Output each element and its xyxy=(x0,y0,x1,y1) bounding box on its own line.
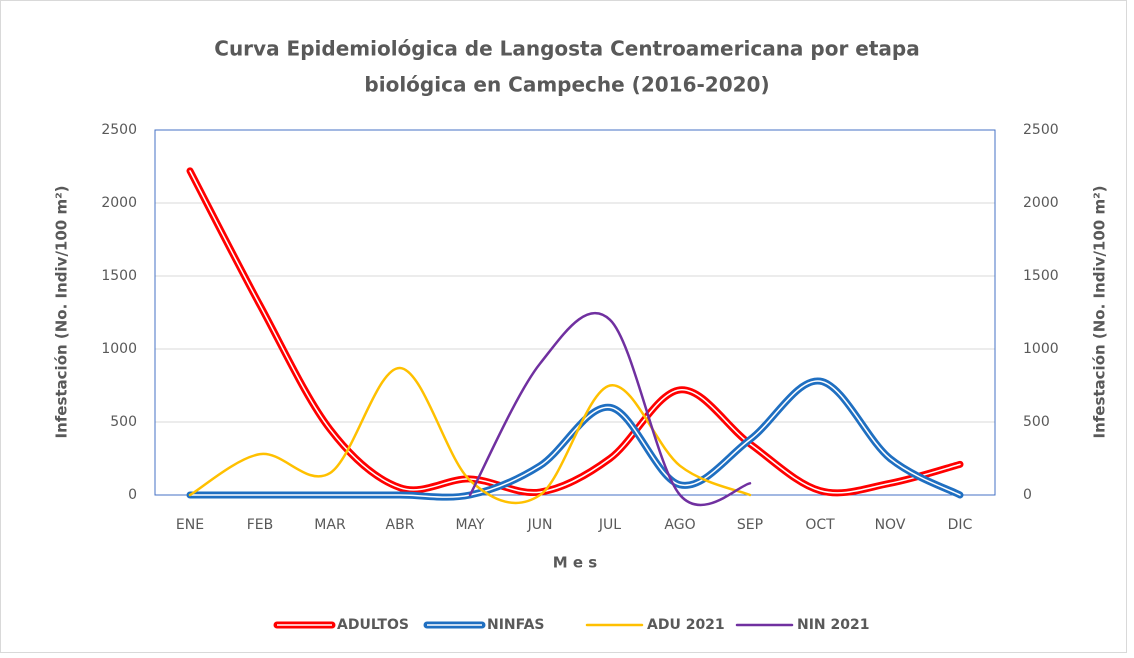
y2-tick-label: 1500 xyxy=(1023,268,1059,284)
x-tick-label: NOV xyxy=(875,517,906,533)
y-tick-label: 0 xyxy=(128,487,137,503)
legend-label: NINFAS xyxy=(487,617,545,633)
line-highlight xyxy=(189,170,961,494)
x-tick-label: FEB xyxy=(247,517,274,533)
plot-border xyxy=(154,129,996,496)
x-tick-label: OCT xyxy=(805,517,835,533)
chart-title: biológica en Campeche (2016-2020) xyxy=(364,73,769,97)
x-tick-label: JUN xyxy=(527,517,553,533)
x-tick-label: ENE xyxy=(176,517,204,533)
y-tick-label: 2500 xyxy=(101,122,137,138)
y-tick-label: 1000 xyxy=(101,341,137,357)
legend-label: NIN 2021 xyxy=(797,617,869,633)
legend-label: ADULTOS xyxy=(337,617,409,633)
y-tick-label: 2000 xyxy=(101,195,137,211)
x-tick-label: DIC xyxy=(948,517,973,533)
y2-tick-label: 500 xyxy=(1023,414,1050,430)
x-axis-title: M e s xyxy=(553,554,598,572)
series-line xyxy=(188,366,752,505)
y2-axis-title: Infestación (No. Indiv/100 m²) xyxy=(1091,185,1109,438)
chart-title: Curva Epidemiológica de Langosta Centroa… xyxy=(214,37,919,61)
y-axis-title: Infestación (No. Indiv/100 m²) xyxy=(53,185,71,438)
x-tick-label: JUL xyxy=(598,517,621,533)
line-highlight xyxy=(189,380,961,498)
y2-tick-label: 2000 xyxy=(1023,195,1059,211)
y2-tick-label: 0 xyxy=(1023,487,1032,503)
x-tick-label: SEP xyxy=(737,517,763,533)
y-tick-label: 500 xyxy=(110,414,137,430)
x-tick-label: AGO xyxy=(664,517,695,533)
x-tick-label: MAR xyxy=(314,517,346,533)
x-tick-label: MAY xyxy=(455,517,485,533)
legend-label: ADU 2021 xyxy=(647,617,725,633)
y2-tick-label: 2500 xyxy=(1023,122,1059,138)
y2-tick-label: 1000 xyxy=(1023,341,1059,357)
series-line xyxy=(468,312,752,507)
x-tick-label: ABR xyxy=(386,517,415,533)
y-tick-label: 1500 xyxy=(101,268,137,284)
